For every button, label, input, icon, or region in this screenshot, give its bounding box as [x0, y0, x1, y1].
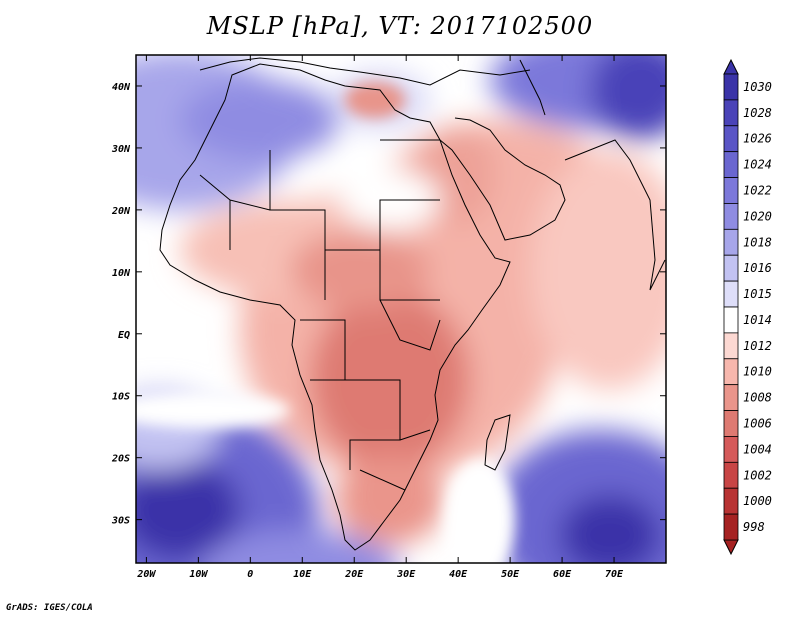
lat-label: 40N	[112, 82, 131, 93]
colorbar-swatch	[723, 461, 739, 489]
lon-label: 40E	[449, 569, 468, 580]
colorbar-swatch	[723, 125, 739, 153]
colorbar-label: 1012	[743, 339, 772, 353]
colorbar-label: 1010	[743, 365, 772, 379]
lat-label: EQ	[118, 330, 130, 341]
colorbar-label: 1014	[743, 313, 772, 327]
colorbar-label: 1002	[743, 468, 772, 482]
colorbar: 1030 1028 1026 1024 1022 1020 1018 1016 1015 1014…	[723, 58, 772, 556]
colorbar-swatch	[723, 73, 739, 101]
colorbar-label: 1016	[743, 261, 772, 275]
lat-label: 10S	[112, 392, 130, 403]
colorbar-swatch	[723, 177, 739, 204]
lat-label: 20N	[111, 206, 131, 217]
map-axes: 20W 10W 0 10E 20E 30E 40E 50E 60E 70E 40N 30N 20N 10N…	[111, 55, 666, 580]
colorbar-label: 1030	[743, 80, 772, 94]
colorbar-swatch	[723, 151, 739, 178]
colorbar-label: 1004	[743, 442, 772, 456]
lon-label: 50E	[501, 569, 520, 580]
lon-label: 10W	[189, 569, 208, 580]
lon-label: 20E	[344, 569, 364, 580]
lon-label: 30E	[396, 569, 416, 580]
colorbar-label: 1020	[743, 209, 772, 223]
colorbar-label: 998	[743, 520, 765, 534]
lon-label: 60E	[553, 569, 572, 580]
colorbar-swatch	[723, 203, 739, 230]
colorbar-swatch	[723, 99, 739, 127]
colorbar-swatch	[723, 513, 739, 541]
colorbar-swatch	[723, 332, 739, 360]
lon-label: 20W	[136, 569, 156, 580]
colorbar-swatch	[723, 280, 739, 308]
colorbar-label: 1024	[743, 158, 772, 172]
colorbar-label: 1026	[743, 132, 772, 146]
lon-label: 0	[247, 569, 253, 580]
colorbar-swatch	[723, 254, 739, 282]
lat-label: 20S	[111, 454, 130, 465]
plot-frame	[135, 54, 667, 564]
lat-label: 30S	[111, 516, 130, 527]
pressure-field	[136, 55, 666, 563]
colorbar-swatch	[723, 306, 739, 334]
map-title: MSLP [hPa], VT: 2017102500	[206, 12, 594, 40]
grads-credit: GrADS: IGES/COLA	[6, 603, 93, 613]
colorbar-swatch	[723, 358, 739, 386]
lon-label: 10E	[293, 569, 312, 580]
colorbar-label: 1028	[743, 106, 772, 120]
colorbar-swatch	[723, 384, 739, 411]
colorbar-label: 1008	[743, 391, 772, 405]
lat-label: 10N	[112, 268, 131, 279]
colorbar-swatch	[723, 410, 739, 437]
colorbar-label: 1000	[743, 494, 772, 508]
colorbar-bottom-arrow	[723, 539, 739, 556]
lat-label: 30N	[111, 144, 131, 155]
lon-label: 70E	[605, 569, 624, 580]
colorbar-label: 1022	[743, 184, 772, 198]
colorbar-swatch	[723, 487, 739, 515]
colorbar-swatch	[723, 228, 739, 256]
colorbar-label: 1015	[743, 287, 772, 301]
colorbar-label: 1006	[743, 417, 772, 431]
colorbar-top-arrow	[723, 58, 739, 75]
colorbar-swatch	[723, 436, 739, 463]
colorbar-label: 1018	[743, 235, 772, 249]
